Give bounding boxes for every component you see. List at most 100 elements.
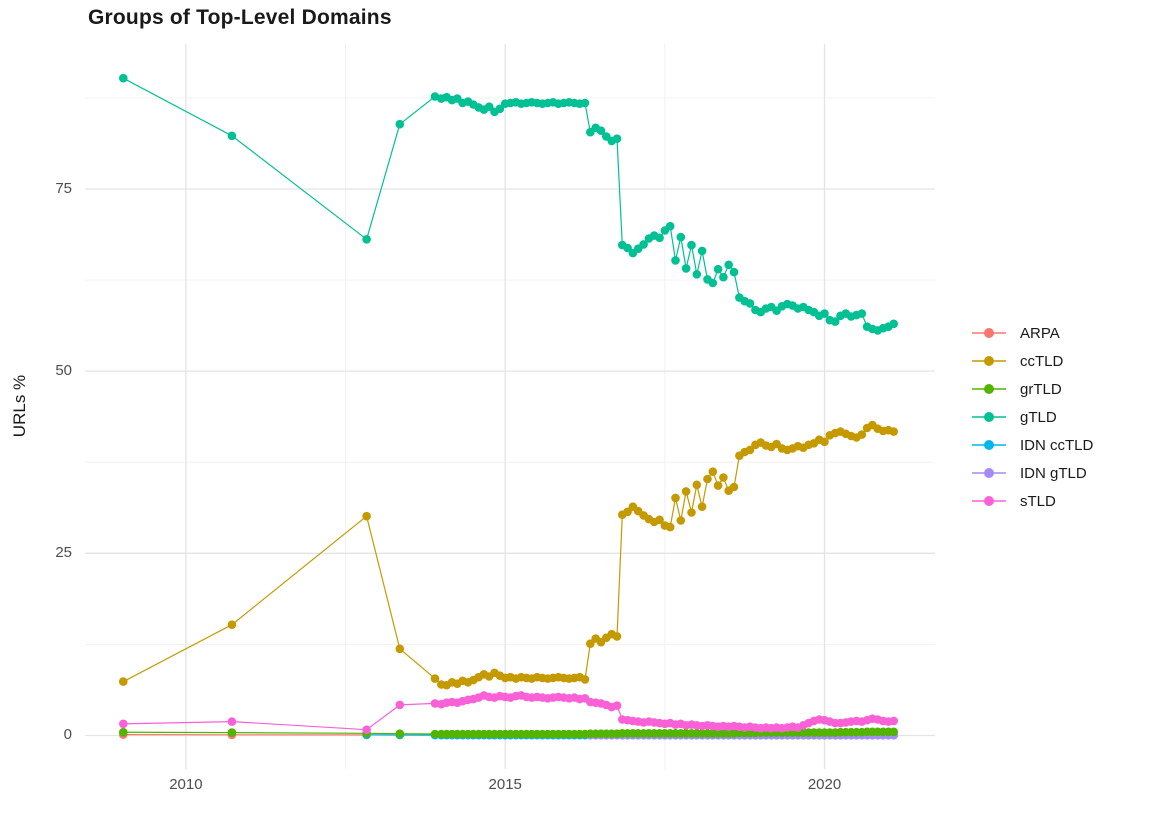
data-point-gtld [745, 299, 755, 308]
legend-item-idn-cctld: IDN ccTLD [972, 431, 1093, 459]
data-point-stld [362, 725, 371, 734]
series-line-gtld [123, 77, 894, 332]
data-point-gtld [729, 267, 739, 277]
data-point-stld [430, 699, 440, 708]
data-point-gtld [692, 270, 702, 279]
data-point-gtld [820, 309, 829, 318]
data-point-cctld [395, 644, 405, 654]
data-point-stld [889, 716, 898, 726]
data-point-grtld [119, 727, 128, 737]
data-point-cctld [586, 639, 595, 648]
legend-key-icon [972, 328, 1006, 338]
data-point-gtld [362, 235, 371, 244]
legend-label: grTLD [1020, 380, 1062, 398]
legend: ARPA ccTLD grTLD gTLD IDN ccTLD IDN gTLD sTLD [972, 319, 1093, 515]
legend-item-cctld: ccTLD [972, 347, 1093, 375]
data-point-gtld [719, 272, 728, 282]
data-point-stld [612, 701, 622, 710]
data-point-gtld [708, 278, 718, 288]
data-point-cctld [623, 507, 632, 517]
legend-key-icon [972, 412, 1006, 422]
legend-label: IDN ccTLD [1020, 436, 1094, 454]
legend-item-grtld: grTLD [972, 375, 1093, 403]
data-point-cctld [676, 516, 686, 525]
data-point-gtld [671, 256, 680, 265]
data-point-stld [227, 717, 237, 726]
data-point-gtld [596, 126, 606, 135]
data-point-gtld [119, 73, 128, 83]
legend-label: sTLD [1020, 492, 1056, 510]
data-point-grtld [430, 729, 440, 739]
data-point-cctld [697, 502, 707, 512]
data-point-grtld [889, 727, 898, 737]
data-point-cctld [708, 467, 718, 477]
data-point-cctld [857, 430, 867, 439]
data-point-gtld [580, 98, 590, 108]
legend-label: IDN gTLD [1020, 464, 1087, 482]
data-point-cctld [719, 473, 728, 482]
data-point-cctld [430, 674, 440, 683]
data-point-gtld [697, 246, 707, 256]
data-point-grtld [395, 729, 405, 738]
legend-key-icon [972, 468, 1006, 478]
legend-item-gtld: gTLD [972, 403, 1093, 431]
data-point-gtld [713, 264, 723, 274]
y-tick-label: 75 [55, 180, 72, 197]
data-point-gtld [724, 260, 733, 270]
data-point-gtld [639, 240, 648, 249]
data-point-cctld [889, 427, 898, 436]
data-point-gtld [655, 233, 664, 243]
y-axis-title: URLs % [10, 374, 29, 438]
data-point-cctld [580, 675, 590, 684]
legend-key-icon [972, 496, 1006, 506]
data-point-gtld [676, 232, 686, 242]
data-point-cctld [713, 481, 723, 490]
legend-item-idn-gtld: IDN gTLD [972, 459, 1093, 487]
data-point-cctld [612, 632, 622, 641]
data-point-cctld [692, 480, 702, 490]
legend-item-stld: sTLD [972, 487, 1093, 515]
x-tick-label: 2020 [807, 776, 842, 793]
data-point-gtld [484, 102, 494, 111]
chart-title: Groups of Top-Level Domains [88, 6, 392, 29]
data-point-gtld [612, 134, 622, 143]
y-tick-label: 0 [63, 726, 72, 744]
data-point-gtld [830, 317, 840, 326]
legend-item-arpa: ARPA [972, 319, 1093, 347]
legend-key-icon [972, 440, 1006, 450]
data-point-gtld [395, 119, 405, 129]
legend-label: ARPA [1020, 324, 1060, 342]
legend-key-icon [972, 384, 1006, 394]
data-point-gtld [665, 221, 675, 231]
data-point-cctld [687, 508, 696, 517]
y-tick-label: 50 [55, 362, 72, 380]
data-point-gtld [687, 240, 696, 250]
data-point-gtld [227, 131, 237, 141]
data-point-gtld [623, 243, 632, 253]
legend-label: gTLD [1020, 408, 1057, 426]
data-point-gtld [889, 319, 898, 329]
x-tick-label: 2010 [169, 776, 203, 793]
y-tick-label: 25 [55, 544, 72, 562]
data-point-cctld [681, 487, 691, 496]
x-tick-label: 2015 [488, 776, 522, 793]
data-point-cctld [119, 677, 128, 686]
data-point-stld [119, 719, 128, 729]
data-point-cctld [665, 522, 675, 532]
data-point-cctld [227, 620, 237, 629]
data-point-cctld [362, 511, 371, 521]
legend-key-icon [972, 356, 1006, 366]
data-point-cctld [655, 515, 664, 525]
data-point-cctld [703, 474, 712, 484]
data-point-cctld [729, 482, 739, 492]
data-point-stld [395, 700, 405, 710]
series-line-cctld [123, 424, 894, 686]
data-point-gtld [681, 264, 691, 273]
data-point-cctld [820, 437, 829, 447]
legend-label: ccTLD [1020, 352, 1064, 370]
data-point-grtld [227, 728, 237, 737]
data-point-gtld [495, 104, 505, 114]
data-point-cctld [745, 445, 755, 455]
